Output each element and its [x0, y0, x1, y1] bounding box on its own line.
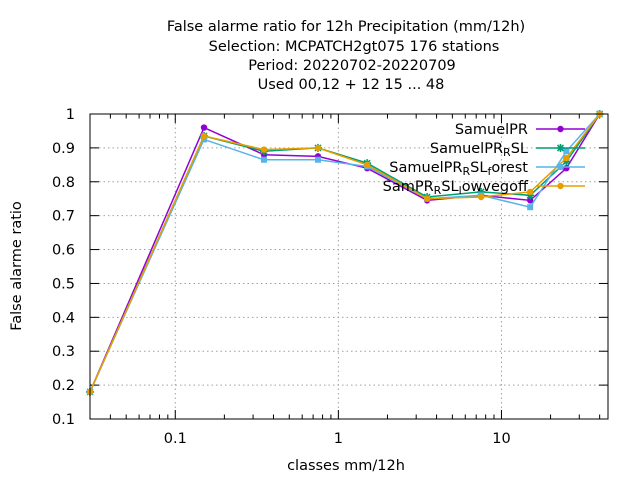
y-tick-label: 0.4	[52, 310, 75, 326]
data-point	[563, 165, 570, 172]
legend-label: SamuelPRRSLforest	[389, 160, 528, 178]
data-point	[477, 187, 486, 196]
chart-title: False alarme ratio for 12h Precipitation…	[167, 19, 525, 93]
data-point	[556, 144, 565, 152]
series-group	[86, 110, 604, 396]
data-point	[261, 156, 268, 163]
title-line-4: Used 00,12 + 12 15 ... 48	[258, 77, 445, 93]
data-point	[260, 146, 268, 153]
legend-item: SamuelPRRSL	[430, 141, 585, 159]
data-point	[526, 188, 534, 196]
data-point	[200, 132, 208, 140]
data-point	[477, 193, 485, 201]
y-tick-label: 0.3	[52, 344, 75, 360]
title-line-2: Selection: MCPATCH2gt075 176 stations	[209, 39, 500, 55]
series-4	[86, 110, 603, 396]
series-line	[89, 113, 601, 393]
legend-label: SamPRRSLlowvegoff	[383, 179, 529, 197]
data-point	[527, 204, 534, 211]
y-tick-label: 0.2	[52, 378, 75, 394]
data-point	[557, 182, 564, 190]
data-point	[526, 191, 535, 200]
x-tick-label: 0.1	[164, 431, 187, 447]
plot-frame	[89, 113, 609, 420]
y-tick-label: 0.9	[52, 141, 75, 157]
series-line	[89, 113, 601, 393]
y-tick-label: 0.7	[52, 209, 75, 225]
y-tick-label: 0.8	[52, 175, 75, 191]
data-point	[557, 125, 564, 133]
axis-ticks	[90, 113, 608, 420]
tick-labels: 0.1 0.2 0.3 0.4 0.5 0.6 0.7 0.8 0.9 1 0.1 1 10	[52, 107, 511, 447]
y-tick-label: 0.6	[52, 243, 75, 259]
data-point	[423, 195, 431, 202]
legend-item: SamuelPR	[455, 122, 585, 138]
y-tick-label: 0.5	[52, 276, 75, 292]
data-point	[563, 154, 570, 162]
y-tick-label: 0.1	[52, 412, 75, 428]
data-point	[363, 161, 371, 169]
data-point	[200, 124, 208, 131]
x-axis-label: classes mm/12h	[287, 458, 405, 474]
title-line-3: Period: 20220702-20220709	[248, 58, 456, 74]
data-point	[314, 144, 322, 152]
title-line-1: False alarme ratio for 12h Precipitation…	[167, 19, 525, 35]
legend: SamuelPR SamuelPRRSLSamuelPRRSLforestSamP…	[383, 122, 585, 197]
data-point	[563, 148, 570, 155]
y-tick-label: 1	[66, 107, 75, 123]
data-point	[200, 136, 207, 143]
legend-item: SamPRRSLlowvegoff	[383, 179, 585, 197]
y-axis-label: False alarme ratio	[9, 201, 25, 331]
x-tick-label: 1	[334, 431, 343, 447]
data-point	[562, 157, 571, 166]
data-point	[526, 197, 534, 204]
x-tick-label: 10	[492, 431, 510, 447]
grid	[90, 114, 608, 419]
legend-label: SamuelPR	[455, 122, 528, 138]
legend-label: SamuelPRRSL	[430, 141, 528, 159]
legend-item: SamuelPRRSLforest	[389, 160, 585, 178]
data-point	[557, 164, 564, 170]
data-point	[314, 156, 321, 163]
